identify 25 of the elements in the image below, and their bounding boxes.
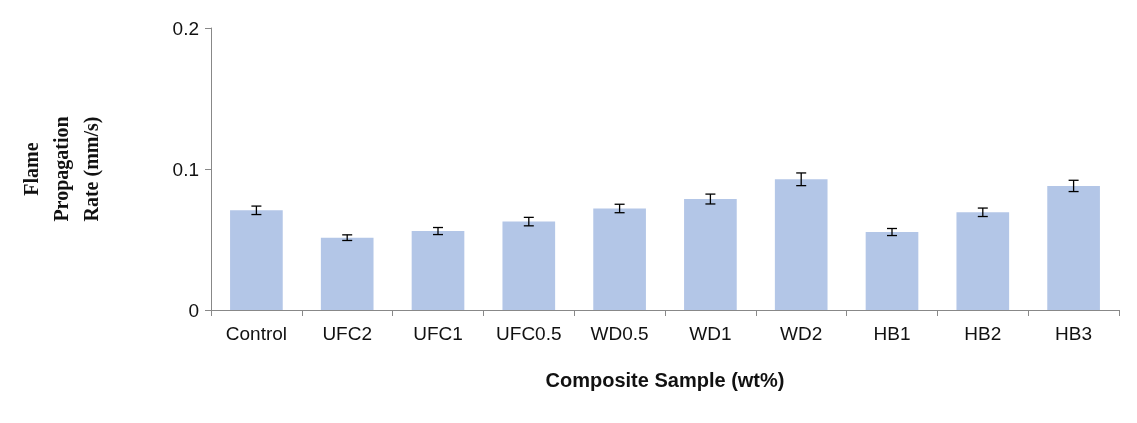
bar [774,179,828,310]
bar [1047,185,1100,310]
bar [502,221,556,310]
y-tick-label: 0.2 [172,17,199,39]
bar [230,210,283,310]
bar [956,212,1010,310]
y-axis-title: Flame Propagation Rate (mm/s) [20,116,103,222]
y-tick-label: 0.1 [172,158,199,180]
x-tick-label: UFC2 [322,323,373,344]
x-tick-label: UFC0.5 [496,323,562,344]
x-tick-label: Control [225,323,288,344]
x-tick-label: HB3 [1055,323,1093,344]
bar [593,208,646,310]
bar [320,237,374,310]
x-tick-label: UFC1 [413,323,463,344]
bar [411,231,465,310]
bar [865,232,919,310]
x-tick-label: WD2 [780,323,823,344]
bar [684,199,737,310]
x-axis-title: Composite Sample (wt%) [545,369,785,391]
x-tick-label: HB1 [873,323,911,344]
x-tick-label: WD1 [689,323,732,344]
x-tick-label: WD0.5 [590,323,649,344]
x-tick-label: HB2 [964,323,1002,344]
y-tick-label: 0 [188,299,199,321]
